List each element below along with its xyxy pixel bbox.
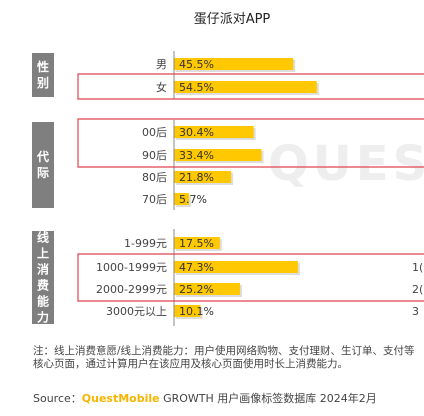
value-label: 30.4%: [179, 126, 214, 139]
bar: [174, 261, 298, 273]
group-label-box: [32, 122, 54, 208]
value-label: 33.4%: [179, 149, 214, 162]
category-label: 1000-1999元: [96, 261, 167, 274]
category-label: 女: [156, 80, 167, 94]
source-brand: QuestMobile: [81, 392, 160, 405]
value-label: 17.5%: [179, 237, 214, 250]
category-label: 00后: [142, 126, 167, 139]
bar: [174, 305, 201, 317]
group-label: 性别: [36, 59, 49, 90]
clipped-edge-label: 2(: [412, 283, 423, 296]
watermark: QUES: [268, 136, 424, 192]
source-line: Source：QuestMobile GROWTH 用户画像标签数据库 2024…: [33, 390, 377, 406]
bar: [174, 58, 294, 70]
bar: [174, 81, 317, 93]
value-label: 5.7%: [179, 193, 207, 206]
group-label-box: [32, 231, 54, 324]
source-prefix: Source：: [33, 392, 82, 405]
group-label: 代际: [36, 149, 49, 180]
highlight-box: [77, 73, 424, 100]
bar: [174, 283, 241, 295]
value-label: 25.2%: [179, 283, 214, 296]
bar: [174, 171, 232, 183]
value-label: 21.8%: [179, 171, 214, 184]
bar: [174, 237, 220, 249]
footnote: 注：线上消费意愿/线上消费能力：用户使用网络购物、支付理财、生订单、支付等核心页…: [33, 345, 415, 370]
value-label: 45.5%: [179, 58, 214, 71]
category-label: 70后: [142, 193, 167, 206]
value-label: 10.1%: [179, 305, 214, 318]
clipped-edge-label: 1(: [412, 261, 423, 274]
group-label: 线上消费能力: [37, 230, 49, 325]
bar: [174, 193, 189, 205]
category-label: 3000元以上: [106, 305, 167, 318]
bar: [174, 149, 262, 161]
highlight-box: [77, 118, 424, 168]
category-label: 2000-2999元: [96, 283, 167, 296]
category-label: 80后: [142, 171, 167, 184]
category-label: 90后: [142, 149, 167, 162]
clipped-edge-label: 3: [412, 305, 419, 318]
bar: [174, 126, 254, 138]
value-label: 54.5%: [179, 81, 214, 94]
highlight-box: [77, 253, 424, 302]
group-label-box: [32, 53, 54, 97]
value-label: 47.3%: [179, 261, 214, 274]
category-label: 男: [156, 58, 167, 71]
source-rest: GROWTH 用户画像标签数据库 2024年2月: [163, 392, 377, 405]
category-label: 1-999元: [124, 237, 167, 250]
chart-title: 蛋仔派对APP: [194, 12, 271, 27]
